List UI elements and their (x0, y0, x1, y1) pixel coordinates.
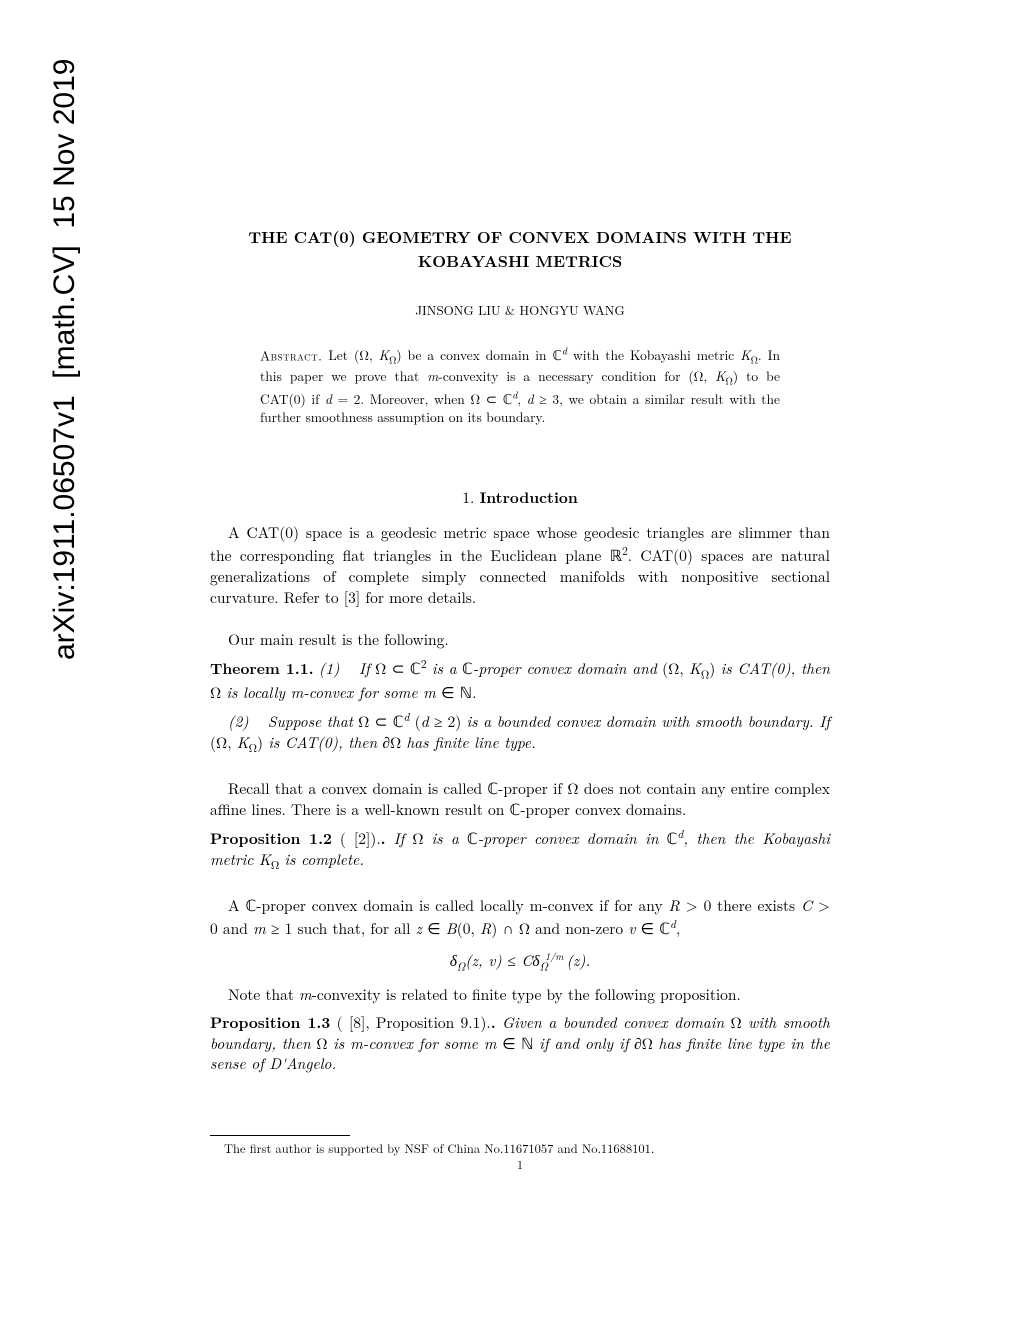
intro-paragraph-2: Our main result is the following. (210, 630, 830, 651)
title-line-2: KOBAYASHI METRICS (418, 249, 622, 272)
theorem-1-1-part1: (1) If (319, 659, 370, 680)
section-title: Introduction (479, 485, 577, 508)
spacer (210, 614, 830, 630)
abstract-text: Let (Ω, KΩ) be a convex domain in ℂd wit… (260, 345, 780, 426)
section-num: 1. (462, 487, 474, 508)
footnote-rule (210, 1135, 350, 1136)
proposition-1-2-cite: ( [2]). (332, 828, 381, 849)
abstract-block: Abstract. Let (Ω, KΩ) be a convex domain… (260, 345, 780, 427)
proposition-1-3-text: Given a bounded convex domain (502, 1012, 724, 1033)
paper-authors: JINSONG LIU & HONGYU WANG (210, 301, 830, 319)
arxiv-date: 15 Nov 2019 (48, 59, 81, 229)
theorem-1-1: Theorem 1.1. (1) If Ω ⊂ ℂ2 is a ℂ-proper… (210, 657, 830, 704)
title-line-1: THE CAT(0) GEOMETRY OF CONVEX DOMAINS WI… (248, 225, 791, 248)
proposition-1-2-text: If (394, 828, 405, 849)
theorem-1-1-head: Theorem 1.1. (210, 657, 314, 680)
page-number: 1 (210, 1157, 830, 1173)
note-paragraph: Note that m-convexity is related to fini… (210, 985, 830, 1006)
recall-paragraph: Recall that a convex domain is called ℂ-… (210, 779, 830, 821)
proposition-1-3-head: Proposition 1.3 (210, 1010, 330, 1033)
inequality-display: δΩ(z, v) ≤ CδΩ1/m(z). (210, 950, 830, 975)
proposition-1-3-cite: ( [8], Proposition 9.1). (330, 1012, 490, 1033)
arxiv-id: arXiv:1911.06507v1 (48, 395, 81, 660)
paper-title: THE CAT(0) GEOMETRY OF CONVEX DOMAINS WI… (210, 225, 830, 273)
spacer (210, 880, 830, 896)
abstract-label: Abstract. (260, 345, 322, 364)
proposition-1-2: Proposition 1.2 ( [2]).. If Ω is a ℂ-pro… (210, 827, 830, 874)
proposition-1-3: Proposition 1.3 ( [8], Proposition 9.1).… (210, 1012, 830, 1076)
spacer (210, 763, 830, 779)
arxiv-identifier: arXiv:1911.06507v1 [math.CV] 15 Nov 2019 (48, 59, 82, 661)
arxiv-category: [math.CV] (48, 245, 81, 378)
mconvex-paragraph: A ℂ-proper convex domain is called local… (210, 896, 830, 940)
section-1-heading: 1. Introduction (210, 487, 830, 509)
theorem-1-1-part2: (2) Suppose that Ω ⊂ ℂd (d ≥ 2) is a bou… (210, 710, 830, 757)
page-content: THE CAT(0) GEOMETRY OF CONVEX DOMAINS WI… (210, 225, 830, 1173)
intro-paragraph-1: A CAT(0) space is a geodesic metric spac… (210, 523, 830, 609)
footnote-text: The first author is supported by NSF of … (210, 1140, 830, 1157)
proposition-1-2-head: Proposition 1.2 (210, 826, 332, 849)
